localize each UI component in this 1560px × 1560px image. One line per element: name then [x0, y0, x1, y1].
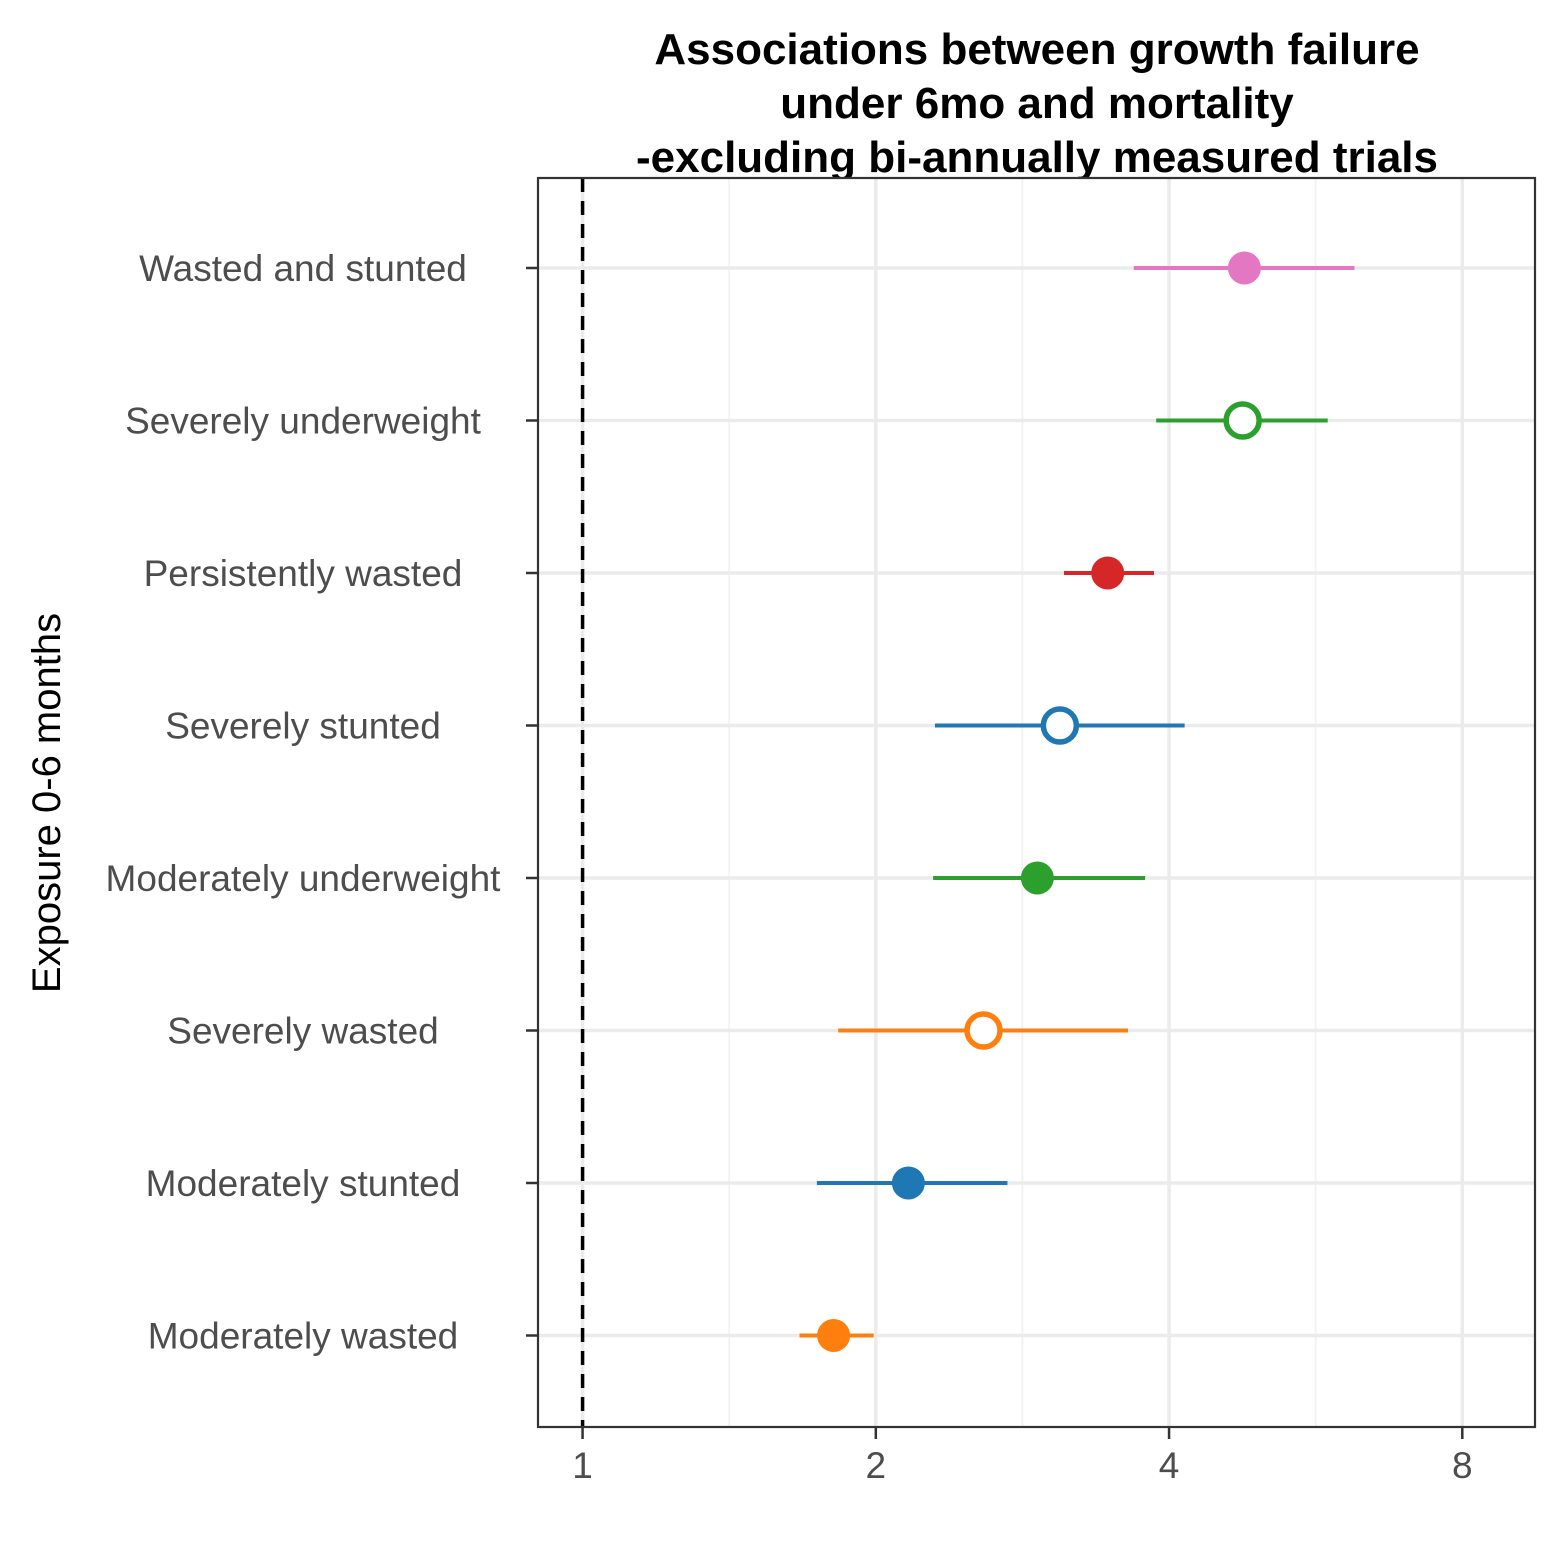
x-tick-label: 8	[1452, 1445, 1473, 1486]
point-estimate	[1040, 706, 1080, 745]
y-tick-label: Moderately stunted	[146, 1163, 461, 1204]
y-axis-title: Exposure 0-6 months	[25, 613, 69, 993]
point-estimate	[1020, 861, 1054, 895]
chart-title: Associations between growth failure unde…	[636, 25, 1438, 182]
chart-title-line-2: under 6mo and mortality	[780, 79, 1294, 128]
x-tick-label: 2	[866, 1445, 887, 1486]
y-tick-label: Wasted and stunted	[139, 248, 467, 289]
y-tick-label: Persistently wasted	[144, 553, 463, 594]
plot-panel	[538, 178, 1535, 1427]
y-axis: Wasted and stunted Severely underweight Pe…	[106, 248, 538, 1357]
point-estimate	[1223, 401, 1262, 440]
chart-title-line-3: -excluding bi-annually measured trials	[636, 133, 1438, 182]
point-estimate	[964, 1011, 1003, 1050]
point-estimate	[891, 1166, 925, 1200]
point-estimate	[1091, 556, 1125, 590]
plot-panel-border	[536, 176, 1537, 1429]
point-estimate	[1227, 251, 1261, 285]
chart-title-line-1: Associations between growth failure	[654, 25, 1419, 74]
minor-gridlines	[728, 178, 1317, 1427]
y-tick-label: Moderately wasted	[148, 1316, 459, 1357]
y-tick-label: Severely underweight	[125, 401, 482, 442]
y-tick-label: Moderately underweight	[106, 858, 502, 899]
x-tick-label: 1	[572, 1445, 593, 1486]
y-tick-label: Severely stunted	[165, 706, 441, 747]
x-axis: 1 2 4 8	[572, 1427, 1473, 1486]
estimate-marks	[799, 251, 1355, 1352]
point-estimate	[817, 1319, 851, 1352]
x-tick-label: 4	[1159, 1445, 1180, 1486]
y-tick-label: Severely wasted	[167, 1011, 438, 1052]
